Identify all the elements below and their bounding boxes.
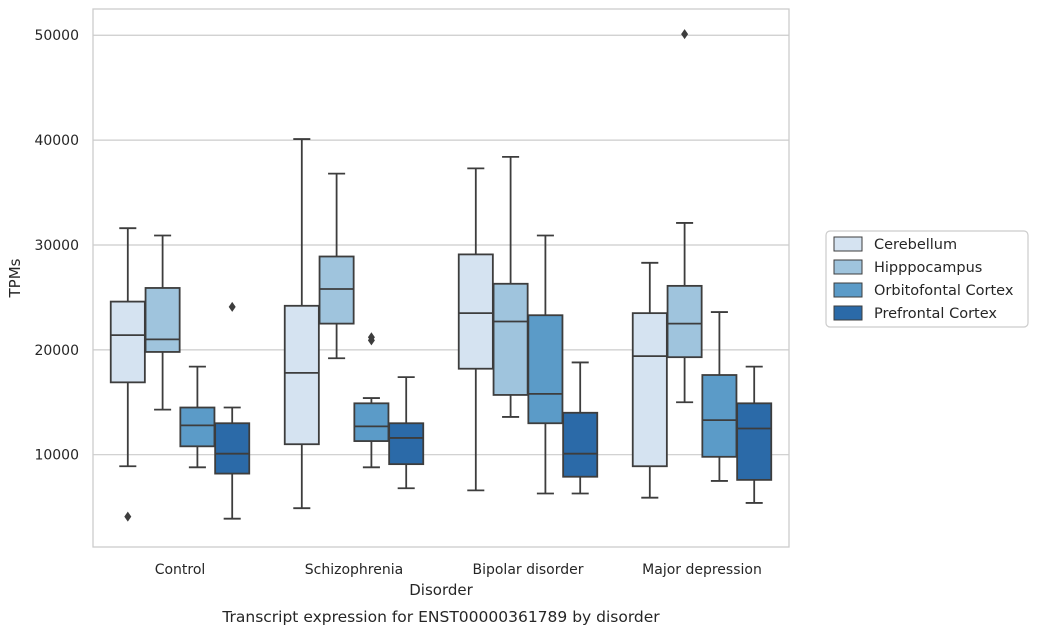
legend-item: Orbitofontal Cortex	[833, 282, 1014, 299]
box-orbitofontal-cortex-major-depression	[701, 311, 738, 482]
box-hipppocampus-control	[144, 234, 181, 411]
box-cerebellum-schizophrenia	[283, 138, 320, 510]
box-iqr	[527, 314, 564, 425]
x-tick-label: Control	[155, 562, 206, 578]
box-prefrontal-cortex-bipolar-disorder	[562, 361, 599, 495]
y-tick-label: 10000	[34, 448, 79, 464]
box-hipppocampus-bipolar-disorder	[492, 155, 529, 418]
outlier-point	[124, 511, 132, 522]
y-tick-labels: 10000 20000 30000 40000 50000	[34, 28, 79, 463]
box-prefrontal-cortex-control	[214, 301, 251, 520]
box-plot-series	[109, 29, 773, 522]
box-iqr	[457, 253, 494, 370]
box-iqr	[214, 422, 251, 475]
legend-frame	[825, 230, 1029, 328]
box-iqr	[562, 411, 599, 478]
box-prefrontal-cortex-major-depression	[736, 365, 773, 504]
y-tick-label: 50000	[34, 28, 79, 44]
plot-frame	[92, 8, 790, 548]
outlier-point	[228, 301, 236, 312]
chart-caption: Transcript expression for ENST0000036178…	[221, 608, 660, 626]
box-iqr	[736, 402, 773, 481]
box-orbitofontal-cortex-bipolar-disorder	[527, 234, 564, 495]
box-iqr	[283, 304, 320, 446]
y-axis-label: TPMs	[6, 258, 24, 298]
box-iqr	[666, 284, 703, 359]
legend-swatch	[833, 236, 863, 252]
x-axis-label: Disorder	[409, 581, 473, 599]
box-hipppocampus-schizophrenia	[318, 172, 355, 360]
legend-swatch	[833, 259, 863, 275]
box-cerebellum-bipolar-disorder	[457, 167, 494, 492]
box-iqr	[388, 422, 425, 466]
legend-label: Cerebellum	[874, 237, 957, 253]
box-hipppocampus-major-depression	[666, 29, 703, 404]
box-orbitofontal-cortex-control	[179, 365, 216, 469]
x-tick-label: Bipolar disorder	[472, 562, 583, 578]
box-orbitofontal-cortex-schizophrenia	[353, 332, 390, 469]
x-tick-label: Schizophrenia	[305, 562, 403, 578]
box-cerebellum-control	[109, 227, 146, 522]
legend-swatch	[833, 282, 863, 298]
outlier-point	[681, 29, 689, 40]
legend-swatch	[833, 305, 863, 321]
box-cerebellum-major-depression	[631, 261, 668, 499]
x-tick-label: Major depression	[642, 562, 762, 578]
outlier-point	[367, 332, 375, 343]
box-iqr	[179, 406, 216, 448]
legend-label: Prefrontal Cortex	[874, 306, 997, 322]
legend-item: Prefrontal Cortex	[833, 305, 997, 322]
box-iqr	[631, 312, 668, 468]
legend-label: Hipppocampus	[874, 260, 982, 276]
box-iqr	[353, 402, 390, 442]
box-iqr	[144, 287, 181, 353]
x-tick-labels: Control Schizophrenia Bipolar disorder Majo…	[155, 562, 762, 578]
legend: Cerebellum Hipppocampus Orbitofontal Corte…	[825, 230, 1029, 328]
legend-item: Hipppocampus	[833, 259, 982, 276]
legend-item: Cerebellum	[833, 236, 957, 253]
box-iqr	[492, 282, 529, 396]
y-tick-label: 40000	[34, 133, 79, 149]
box-prefrontal-cortex-schizophrenia	[388, 376, 425, 490]
box-iqr	[318, 255, 355, 325]
y-tick-label: 30000	[34, 238, 79, 254]
legend-label: Orbitofontal Cortex	[874, 283, 1014, 299]
y-tick-label: 20000	[34, 343, 79, 359]
box-iqr	[109, 300, 146, 384]
box-iqr	[701, 374, 738, 458]
